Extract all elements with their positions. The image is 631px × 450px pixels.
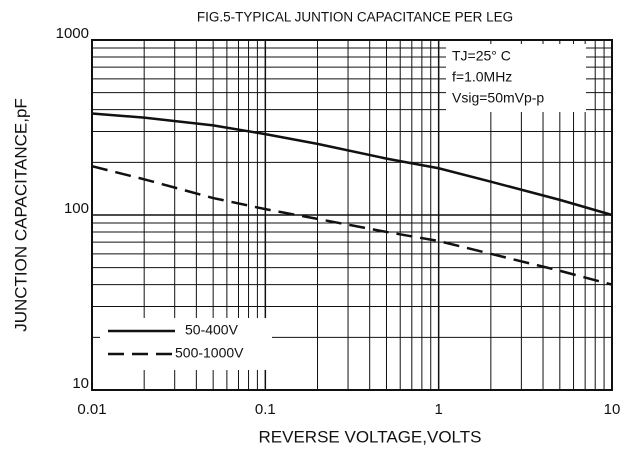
annotation-box	[446, 44, 586, 112]
y-tick-label: 1000	[56, 25, 89, 42]
x-axis-label: REVERSE VOLTAGE,VOLTS	[259, 427, 482, 446]
annotation: TJ=25° C	[452, 48, 511, 64]
x-tick-label: 0.01	[77, 401, 106, 418]
series-line	[91, 112, 613, 217]
series-line	[91, 165, 613, 286]
x-tick-label: 10	[604, 401, 621, 418]
y-tick-label: 10	[72, 375, 89, 392]
y-tick-label: 100	[64, 200, 89, 217]
x-tick-label: 1	[434, 401, 442, 418]
chart-title: FIG.5-TYPICAL JUNTION CAPACITANCE PER LE…	[197, 10, 513, 25]
annotation: f=1.0MHz	[452, 69, 512, 85]
x-tick-label: 0.1	[255, 401, 276, 418]
legend-label: 50-400V	[185, 322, 239, 338]
legend-box	[100, 318, 272, 370]
legend-label: 500-1000V	[175, 345, 244, 361]
annotation: Vsig=50mVp-p	[452, 90, 544, 106]
y-axis-label: JUNCTION CAPACITANCE,pF	[11, 98, 30, 332]
